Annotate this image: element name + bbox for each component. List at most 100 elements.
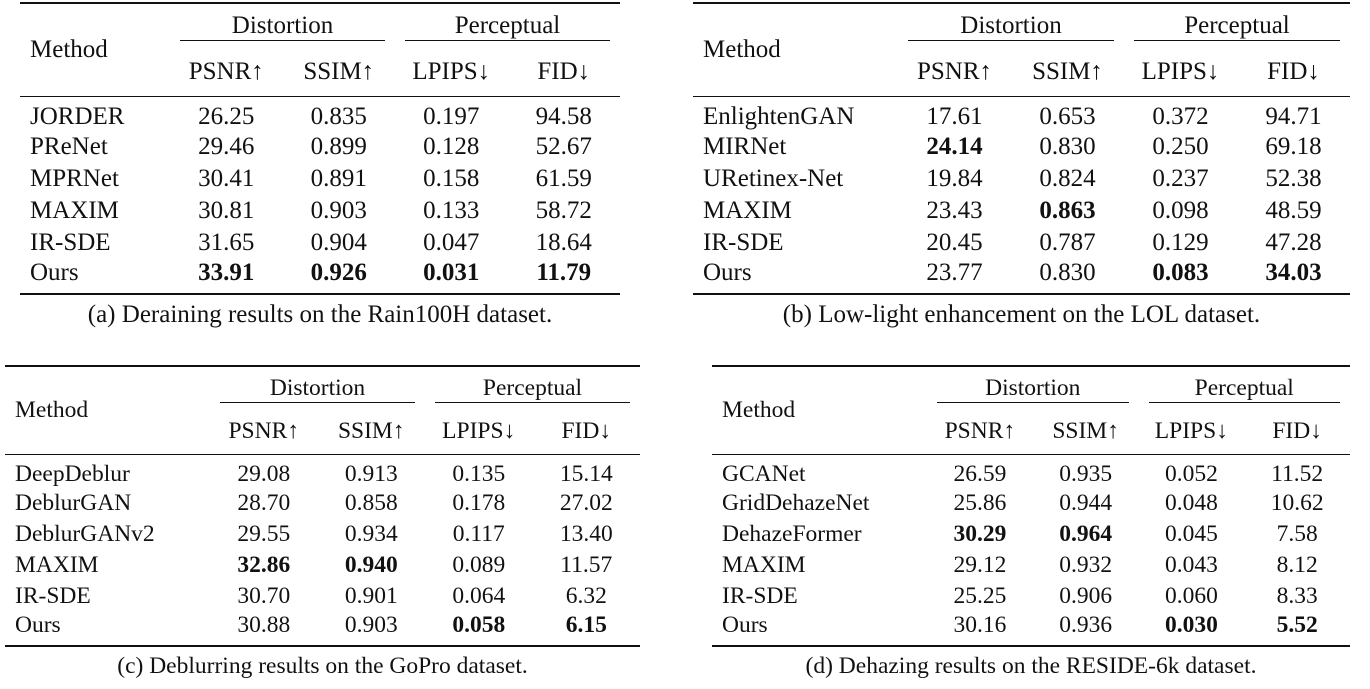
header-row: Method Distortion Perceptual xyxy=(20,2,620,97)
data-row: Ours 30.16 0.936 0.030 5.52 xyxy=(712,611,1350,647)
metric-cell: LPIPS↓ xyxy=(425,410,533,455)
metric-cell: PSNR↑ xyxy=(210,410,318,455)
value-cell: 30.29 xyxy=(953,520,1007,547)
value-cell: 0.935 xyxy=(1059,460,1113,487)
metric-cell: PSNR↑ xyxy=(170,48,283,97)
metric-cell: SSIM↑ xyxy=(1032,410,1139,455)
header-cell: Method xyxy=(693,2,898,97)
value-cell: 0.891 xyxy=(310,164,367,192)
data-row: MPRNet 30.41 0.891 0.158 61.59 xyxy=(20,163,620,195)
header-row: PSNR↑ SSIM↑ LPIPS↓ FID↓ xyxy=(712,410,1350,455)
metric-cell: SSIM↑ xyxy=(317,410,425,455)
value-cell: 26.59 xyxy=(953,460,1007,487)
value-cell: 30.41 xyxy=(198,164,255,192)
table: Method Distortion Perceptual PSNR↑ SSIM↑ LPIP… xyxy=(5,365,640,685)
caption: (d) Dehazing results on the RESIDE-6k da… xyxy=(805,652,1257,679)
value-cell: 0.043 xyxy=(1164,551,1218,578)
value-cell: 0.031 xyxy=(395,258,508,295)
value-cell: 27.02 xyxy=(559,489,613,516)
value-cell: 47.28 xyxy=(1265,228,1322,256)
group-label: Perceptual xyxy=(1148,375,1340,403)
data-row: Ours 30.88 0.903 0.058 6.15 xyxy=(5,611,640,647)
value-cell: 24.14 xyxy=(926,132,983,160)
table: Method Distortion Perceptual PSNR↑ SSIM↑ LPIP… xyxy=(20,2,620,335)
method-cell: IR-SDE xyxy=(722,582,798,609)
value-cell: 23.77 xyxy=(898,258,1011,295)
value-cell: 0.835 xyxy=(310,102,367,130)
method-cell: GridDehazeNet xyxy=(722,489,870,516)
metric-cell: SSIM↑ xyxy=(282,48,395,97)
data-row: Ours 23.77 0.830 0.083 34.03 xyxy=(693,258,1350,295)
data-row: JORDER 26.25 0.835 0.197 94.58 xyxy=(20,96,620,131)
value-cell: 0.932 xyxy=(1059,551,1113,578)
value-cell: 0.048 xyxy=(1164,489,1218,516)
data-row: MAXIM 30.81 0.903 0.133 58.72 xyxy=(20,195,620,227)
method-cell: EnlightenGAN xyxy=(703,102,855,130)
value-cell: 0.178 xyxy=(452,489,506,516)
value-cell: 0.863 xyxy=(1039,196,1096,224)
method-cell: PReNet xyxy=(30,132,108,160)
value-cell: 29.12 xyxy=(953,551,1007,578)
method-cell: DeblurGANv2 xyxy=(15,520,155,547)
value-cell: 32.86 xyxy=(237,551,291,578)
group-cell: Distortion xyxy=(210,365,425,410)
value-cell: 20.45 xyxy=(926,228,983,256)
results-table: Method Distortion Perceptual PSNR↑ SSIM↑ LPIP… xyxy=(712,365,1350,647)
value-cell: 0.133 xyxy=(423,196,480,224)
data-row: MAXIM 29.12 0.932 0.043 8.12 xyxy=(712,550,1350,581)
method-cell: Ours xyxy=(712,611,927,647)
value-cell: 0.128 xyxy=(423,132,480,160)
data-row: IR-SDE 30.70 0.901 0.064 6.32 xyxy=(5,581,640,612)
value-cell: 0.936 xyxy=(1032,611,1139,647)
metric-cell: LPIPS↓ xyxy=(1138,410,1245,455)
method-cell: URetinex-Net xyxy=(703,164,844,192)
data-row: GridDehazeNet 25.86 0.944 0.048 10.62 xyxy=(712,488,1350,519)
value-cell: 29.08 xyxy=(237,460,291,487)
metric-cell: FID↓ xyxy=(1244,410,1350,455)
metric-cell: FID↓ xyxy=(507,48,620,97)
results-table: Method Distortion Perceptual PSNR↑ SSIM↑ LPIP… xyxy=(20,2,620,295)
value-cell: 48.59 xyxy=(1265,196,1322,224)
metric-cell: PSNR↑ xyxy=(927,410,1033,455)
value-cell: 0.089 xyxy=(452,551,506,578)
table: Method Distortion Perceptual PSNR↑ SSIM↑ LPIP… xyxy=(693,2,1350,335)
value-cell: 0.083 xyxy=(1124,258,1237,295)
group-label: Distortion xyxy=(908,12,1114,41)
value-cell: 15.14 xyxy=(559,460,613,487)
metric-cell: LPIPS↓ xyxy=(1124,48,1237,97)
value-cell: 0.045 xyxy=(1164,520,1218,547)
value-cell: 0.824 xyxy=(1039,164,1096,192)
value-cell: 26.25 xyxy=(198,102,255,130)
method-cell: MAXIM xyxy=(15,551,99,578)
value-cell: 61.59 xyxy=(535,164,592,192)
group-label: Distortion xyxy=(180,12,385,41)
group-label: Distortion xyxy=(220,375,415,403)
value-cell: 0.858 xyxy=(344,489,398,516)
value-cell: 6.15 xyxy=(532,611,640,647)
value-cell: 0.064 xyxy=(452,582,506,609)
data-row: DehazeFormer 30.29 0.964 0.045 7.58 xyxy=(712,519,1350,550)
header-row: Method Distortion Perceptual xyxy=(712,365,1350,455)
value-cell: 0.944 xyxy=(1059,489,1113,516)
value-cell: 30.70 xyxy=(237,582,291,609)
value-cell: 0.197 xyxy=(423,102,480,130)
value-cell: 23.43 xyxy=(926,196,983,224)
method-cell: IR-SDE xyxy=(30,228,111,256)
method-cell: IR-SDE xyxy=(703,228,784,256)
group-cell: Distortion xyxy=(927,365,1139,410)
value-cell: 0.899 xyxy=(310,132,367,160)
value-cell: 0.940 xyxy=(344,551,398,578)
method-cell: JORDER xyxy=(30,102,125,130)
data-row: DeblurGANv2 29.55 0.934 0.117 13.40 xyxy=(5,519,640,550)
method-cell: MAXIM xyxy=(722,551,806,578)
data-row: DeblurGAN 28.70 0.858 0.178 27.02 xyxy=(5,488,640,519)
value-cell: 69.18 xyxy=(1265,132,1322,160)
value-cell: 52.67 xyxy=(535,132,592,160)
group-label: Perceptual xyxy=(1134,12,1340,41)
value-cell: 29.46 xyxy=(198,132,255,160)
header-cell: Method xyxy=(5,365,210,455)
value-cell: 0.904 xyxy=(310,228,367,256)
value-cell: 8.12 xyxy=(1276,551,1318,578)
data-row: URetinex-Net 19.84 0.824 0.237 52.38 xyxy=(693,163,1350,195)
